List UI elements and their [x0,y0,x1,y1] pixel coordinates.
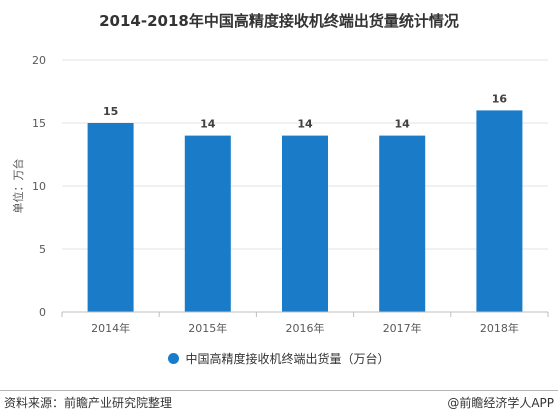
brand-credit: @前瞻经济学人APP [447,396,554,410]
y-tick-label: 5 [39,243,46,256]
bar [282,135,328,312]
legend-swatch [168,353,180,364]
source-note: 资料来源：前瞻产业研究院整理 [4,396,173,410]
x-axis-ticks: 2014年 2015年 2016年 2017年 2018年 [61,312,549,335]
x-tick-label: 2015年 [188,321,227,335]
x-tick-label: 2014年 [91,321,130,335]
y-axis-ticks: 0 5 10 15 20 [32,54,46,319]
chart-title: 2014-2018年中国高精度接收机终端出货量统计情况 [99,12,459,30]
y-tick-label: 15 [32,117,46,130]
bar [87,123,134,312]
data-label: 16 [492,92,508,105]
bar-chart: 0 5 10 15 20 15 14 14 14 16 2014年 2015年 2016年 2017年… [11,54,549,335]
y-tick-label: 20 [32,54,46,67]
x-tick-label: 2017年 [383,321,422,335]
data-label: 14 [395,118,411,131]
footer: 资料来源：前瞻产业研究院整理 @前瞻经济学人APP [0,390,558,413]
y-tick-label: 10 [32,180,46,193]
data-labels: 15 14 14 14 16 [103,92,507,130]
legend-label: 中国高精度接收机终端出货量（万台） [185,352,390,366]
data-label: 14 [200,118,216,131]
x-tick-label: 2016年 [286,321,325,335]
data-label: 14 [297,118,313,131]
bar [476,110,523,313]
y-tick-label: 0 [39,306,46,319]
x-tick-label: 2018年 [480,321,519,335]
bar [379,135,426,312]
legend: 中国高精度接收机终端出货量（万台） [0,350,558,367]
bar [184,135,231,312]
y-axis-label: 单位：万台 [11,159,25,214]
bars [87,110,523,313]
data-label: 15 [103,105,118,118]
